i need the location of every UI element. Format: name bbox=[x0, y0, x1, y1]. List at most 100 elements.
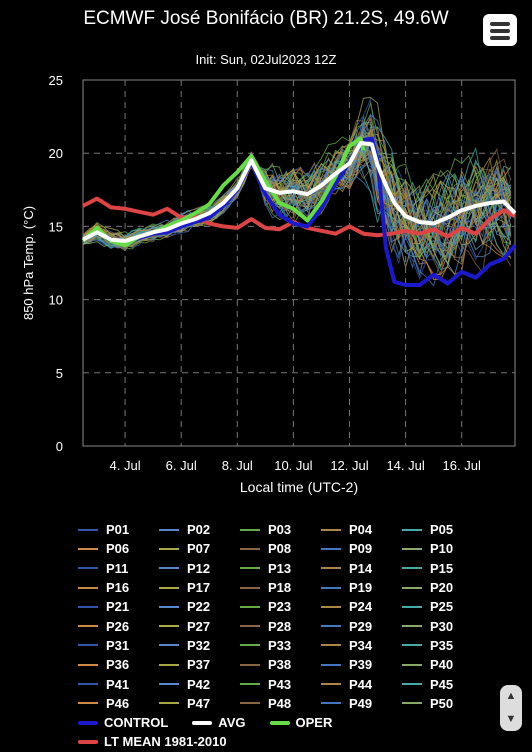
legend-item-p26[interactable]: P26 bbox=[78, 619, 159, 634]
legend-item-p50[interactable]: P50 bbox=[402, 696, 483, 711]
legend-item-p39[interactable]: P39 bbox=[321, 657, 402, 672]
legend-line bbox=[321, 702, 341, 705]
legend-item-p20[interactable]: P20 bbox=[402, 580, 483, 595]
y-tick-label: 20 bbox=[49, 146, 63, 161]
legend-item-p46[interactable]: P46 bbox=[78, 696, 159, 711]
legend-label: P29 bbox=[349, 618, 373, 634]
legend-item-p16[interactable]: P16 bbox=[78, 580, 159, 595]
legend-label: P24 bbox=[349, 599, 373, 615]
legend-row: P36 P37 P38 P39 P40 bbox=[78, 655, 498, 674]
legend-item-p25[interactable]: P25 bbox=[402, 599, 483, 614]
legend-item-p09[interactable]: P09 bbox=[321, 541, 402, 556]
legend-line bbox=[240, 586, 260, 589]
legend-members: P01 P02 P03 P04 P05 P06 P07 P08 P09 P10 P11 P12 P13 P… bbox=[78, 520, 498, 713]
legend-label: P32 bbox=[187, 637, 211, 653]
legend-label: CONTROL bbox=[104, 715, 169, 731]
legend-label: P39 bbox=[349, 657, 373, 673]
legend-line bbox=[78, 683, 98, 686]
legend-item-p40[interactable]: P40 bbox=[402, 657, 483, 672]
legend-item-p37[interactable]: P37 bbox=[159, 657, 240, 672]
legend-label: P21 bbox=[106, 599, 130, 615]
legend-item-p41[interactable]: P41 bbox=[78, 677, 159, 692]
x-tick-label: 12. Jul bbox=[330, 458, 368, 473]
legend-item-p08[interactable]: P08 bbox=[240, 541, 321, 556]
legend-line bbox=[240, 547, 260, 550]
legend-item-p43[interactable]: P43 bbox=[240, 677, 321, 692]
legend-item-p07[interactable]: P07 bbox=[159, 541, 240, 556]
legend-line bbox=[159, 625, 179, 628]
legend-item-p10[interactable]: P10 bbox=[402, 541, 483, 556]
legend-item-p02[interactable]: P02 bbox=[159, 522, 240, 537]
legend-line bbox=[321, 567, 341, 570]
legend-item-p18[interactable]: P18 bbox=[240, 580, 321, 595]
legend-label: P01 bbox=[106, 522, 130, 538]
legend-label: P18 bbox=[268, 580, 292, 596]
legend-item-p30[interactable]: P30 bbox=[402, 619, 483, 634]
legend-item-p21[interactable]: P21 bbox=[78, 599, 159, 614]
legend-line bbox=[402, 547, 422, 550]
legend-item-p23[interactable]: P23 bbox=[240, 599, 321, 614]
legend-scroll-control[interactable]: ▲ ▼ bbox=[500, 685, 522, 731]
x-axis: 4. Jul 6. Jul 8. Jul 10. Jul 12. Jul 14. Jul 1… bbox=[110, 458, 481, 473]
legend-item-lt-mean[interactable]: LT MEAN 1981-2010 bbox=[78, 734, 227, 749]
legend-line bbox=[321, 547, 341, 550]
chart-area: 0 5 10 15 20 25 4. Jul 6. Jul 8. Jul 10. Jul 12. … bbox=[21, 73, 517, 495]
legend-item-p15[interactable]: P15 bbox=[402, 561, 483, 576]
menu-bar bbox=[490, 36, 510, 40]
legend-line bbox=[402, 702, 422, 705]
legend-item-p24[interactable]: P24 bbox=[321, 599, 402, 614]
legend-label: P22 bbox=[187, 599, 211, 615]
legend-line bbox=[321, 586, 341, 589]
legend-line bbox=[78, 586, 98, 589]
legend-label: P43 bbox=[268, 676, 292, 692]
legend-item-p48[interactable]: P48 bbox=[240, 696, 321, 711]
legend-label: P46 bbox=[106, 695, 130, 711]
chevron-down-icon[interactable]: ▼ bbox=[505, 713, 517, 725]
legend-label: P09 bbox=[349, 541, 373, 557]
legend-item-p19[interactable]: P19 bbox=[321, 580, 402, 595]
legend-item-p36[interactable]: P36 bbox=[78, 657, 159, 672]
legend-item-p03[interactable]: P03 bbox=[240, 522, 321, 537]
legend-line bbox=[240, 528, 260, 531]
legend-row: P31 P32 P33 P34 P35 bbox=[78, 636, 498, 655]
legend-item-p49[interactable]: P49 bbox=[321, 696, 402, 711]
legend-item-p01[interactable]: P01 bbox=[78, 522, 159, 537]
legend-item-p12[interactable]: P12 bbox=[159, 561, 240, 576]
legend-item-p29[interactable]: P29 bbox=[321, 619, 402, 634]
legend-item-p33[interactable]: P33 bbox=[240, 638, 321, 653]
legend-item-p14[interactable]: P14 bbox=[321, 561, 402, 576]
legend-item-p17[interactable]: P17 bbox=[159, 580, 240, 595]
chevron-up-icon[interactable]: ▲ bbox=[505, 690, 517, 702]
legend-item-p47[interactable]: P47 bbox=[159, 696, 240, 711]
legend-row: P11 P12 P13 P14 P15 bbox=[78, 559, 498, 578]
legend-item-p22[interactable]: P22 bbox=[159, 599, 240, 614]
legend-item-p34[interactable]: P34 bbox=[321, 638, 402, 653]
legend-item-p38[interactable]: P38 bbox=[240, 657, 321, 672]
legend-item-p31[interactable]: P31 bbox=[78, 638, 159, 653]
legend-item-avg[interactable]: AVG bbox=[192, 715, 246, 730]
legend-special: CONTROL AVG OPER bbox=[78, 713, 498, 732]
legend-item-p13[interactable]: P13 bbox=[240, 561, 321, 576]
legend-row: P41 P42 P43 P44 P45 bbox=[78, 674, 498, 693]
legend-item-oper[interactable]: OPER bbox=[269, 715, 332, 730]
legend-item-p35[interactable]: P35 bbox=[402, 638, 483, 653]
hamburger-menu-icon[interactable] bbox=[483, 14, 517, 46]
legend-line bbox=[192, 720, 213, 725]
x-tick-label: 16. Jul bbox=[443, 458, 481, 473]
legend-label: P35 bbox=[430, 637, 454, 653]
legend-line bbox=[402, 605, 422, 608]
legend-item-p05[interactable]: P05 bbox=[402, 522, 483, 537]
legend-item-p11[interactable]: P11 bbox=[78, 561, 159, 576]
legend-item-control[interactable]: CONTROL bbox=[78, 715, 168, 730]
legend-item-p44[interactable]: P44 bbox=[321, 677, 402, 692]
legend-item-p42[interactable]: P42 bbox=[159, 677, 240, 692]
legend-item-p06[interactable]: P06 bbox=[78, 541, 159, 556]
legend-item-p32[interactable]: P32 bbox=[159, 638, 240, 653]
y-axis: 0 5 10 15 20 25 bbox=[49, 73, 63, 454]
chart-subtitle: Init: Sun, 02Jul2023 12Z bbox=[195, 52, 337, 67]
legend-item-p27[interactable]: P27 bbox=[159, 619, 240, 634]
legend-label: P15 bbox=[430, 560, 454, 576]
legend-item-p28[interactable]: P28 bbox=[240, 619, 321, 634]
legend-item-p04[interactable]: P04 bbox=[321, 522, 402, 537]
legend-item-p45[interactable]: P45 bbox=[402, 677, 483, 692]
